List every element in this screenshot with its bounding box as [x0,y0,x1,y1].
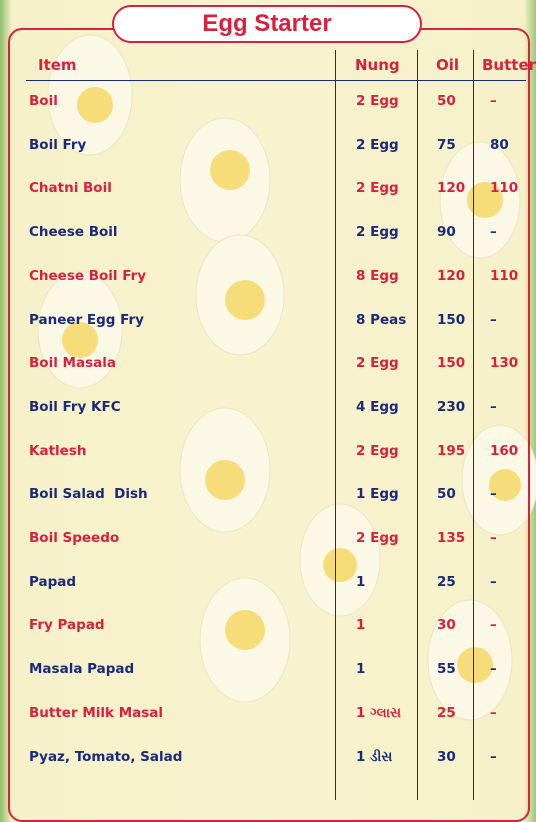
oil-price: 120 [437,180,466,197]
egg-decoration [37,34,536,721]
oil-price: 25 [437,704,456,721]
item-name: Masala Papad [29,661,135,678]
butter-price: – [490,311,497,328]
oil-price: 55 [437,661,456,678]
oil-price: 150 [437,311,466,328]
column-divider [417,50,418,800]
quantity: 2 Egg [356,530,399,546]
butter-price: – [490,486,497,503]
item-name: Papad [29,573,77,590]
item-name: Chatni Boil [29,180,112,197]
oil-price: 75 [437,136,456,153]
column-header: Nung [355,56,400,74]
butter-price: – [490,661,497,678]
butter-price: – [490,530,497,546]
oil-price: 120 [437,267,466,284]
quantity: 1 [356,617,366,634]
quantity: 2 Egg [356,224,399,241]
oil-price: 90 [437,224,456,241]
oil-price: 30 [437,748,456,765]
oil-price: 50 [437,93,456,109]
item-name: Boil [29,93,58,109]
item-name: Fry Papad [29,617,105,634]
oil-price: 135 [437,530,466,546]
butter-price: 110 [490,267,519,284]
column-divider [335,50,336,800]
quantity: 4 Egg [356,398,399,415]
column-header: Butter [482,56,536,74]
item-name: Paneer Egg Fry [29,311,144,328]
oil-price: 195 [437,442,466,459]
item-name: Katlesh [29,442,87,459]
quantity: 1 ડીસ [356,748,393,765]
quantity: 2 Egg [356,355,399,372]
quantity: 2 Egg [356,93,399,109]
quantity: 2 Egg [356,180,399,197]
column-header: Item [38,56,77,74]
column-header: Oil [436,56,460,74]
butter-price: – [490,704,497,721]
oil-price: 30 [437,617,456,634]
butter-price: 130 [490,355,519,372]
butter-price: – [490,573,497,590]
item-name: Boil Salad Dish [29,486,148,503]
oil-price: 50 [437,486,456,503]
header-divider [26,80,526,81]
butter-price: 160 [490,442,519,459]
item-name: Pyaz, Tomato, Salad [29,748,183,765]
oil-price: 150 [437,355,466,372]
item-name: Cheese Boil Fry [29,267,147,284]
item-name: Boil Speedo [29,530,120,546]
quantity: 2 Egg [356,442,399,459]
butter-price: – [490,93,497,109]
menu-title: Egg Starter [112,5,422,43]
butter-price: – [490,224,497,241]
item-name: Boil Fry KFC [29,398,121,415]
quantity: 8 Peas [356,311,407,328]
quantity: 1 ગ્લાસ [356,704,402,721]
item-name: Cheese Boil [29,224,118,241]
item-name: Boil Fry [29,136,87,153]
butter-price: 110 [490,180,519,197]
item-name: Butter Milk Masal [29,704,164,721]
quantity: 1 [356,573,366,590]
oil-price: 230 [437,398,466,415]
butter-price: – [490,617,497,634]
butter-price: – [490,748,497,765]
column-divider [473,50,474,800]
butter-price: – [490,398,497,415]
quantity: 1 Egg [356,486,399,503]
item-name: Boil Masala [29,355,116,372]
quantity: 2 Egg [356,136,399,153]
butter-price: 80 [490,136,509,153]
quantity: 8 Egg [356,267,399,284]
oil-price: 25 [437,573,456,590]
quantity: 1 [356,661,366,678]
